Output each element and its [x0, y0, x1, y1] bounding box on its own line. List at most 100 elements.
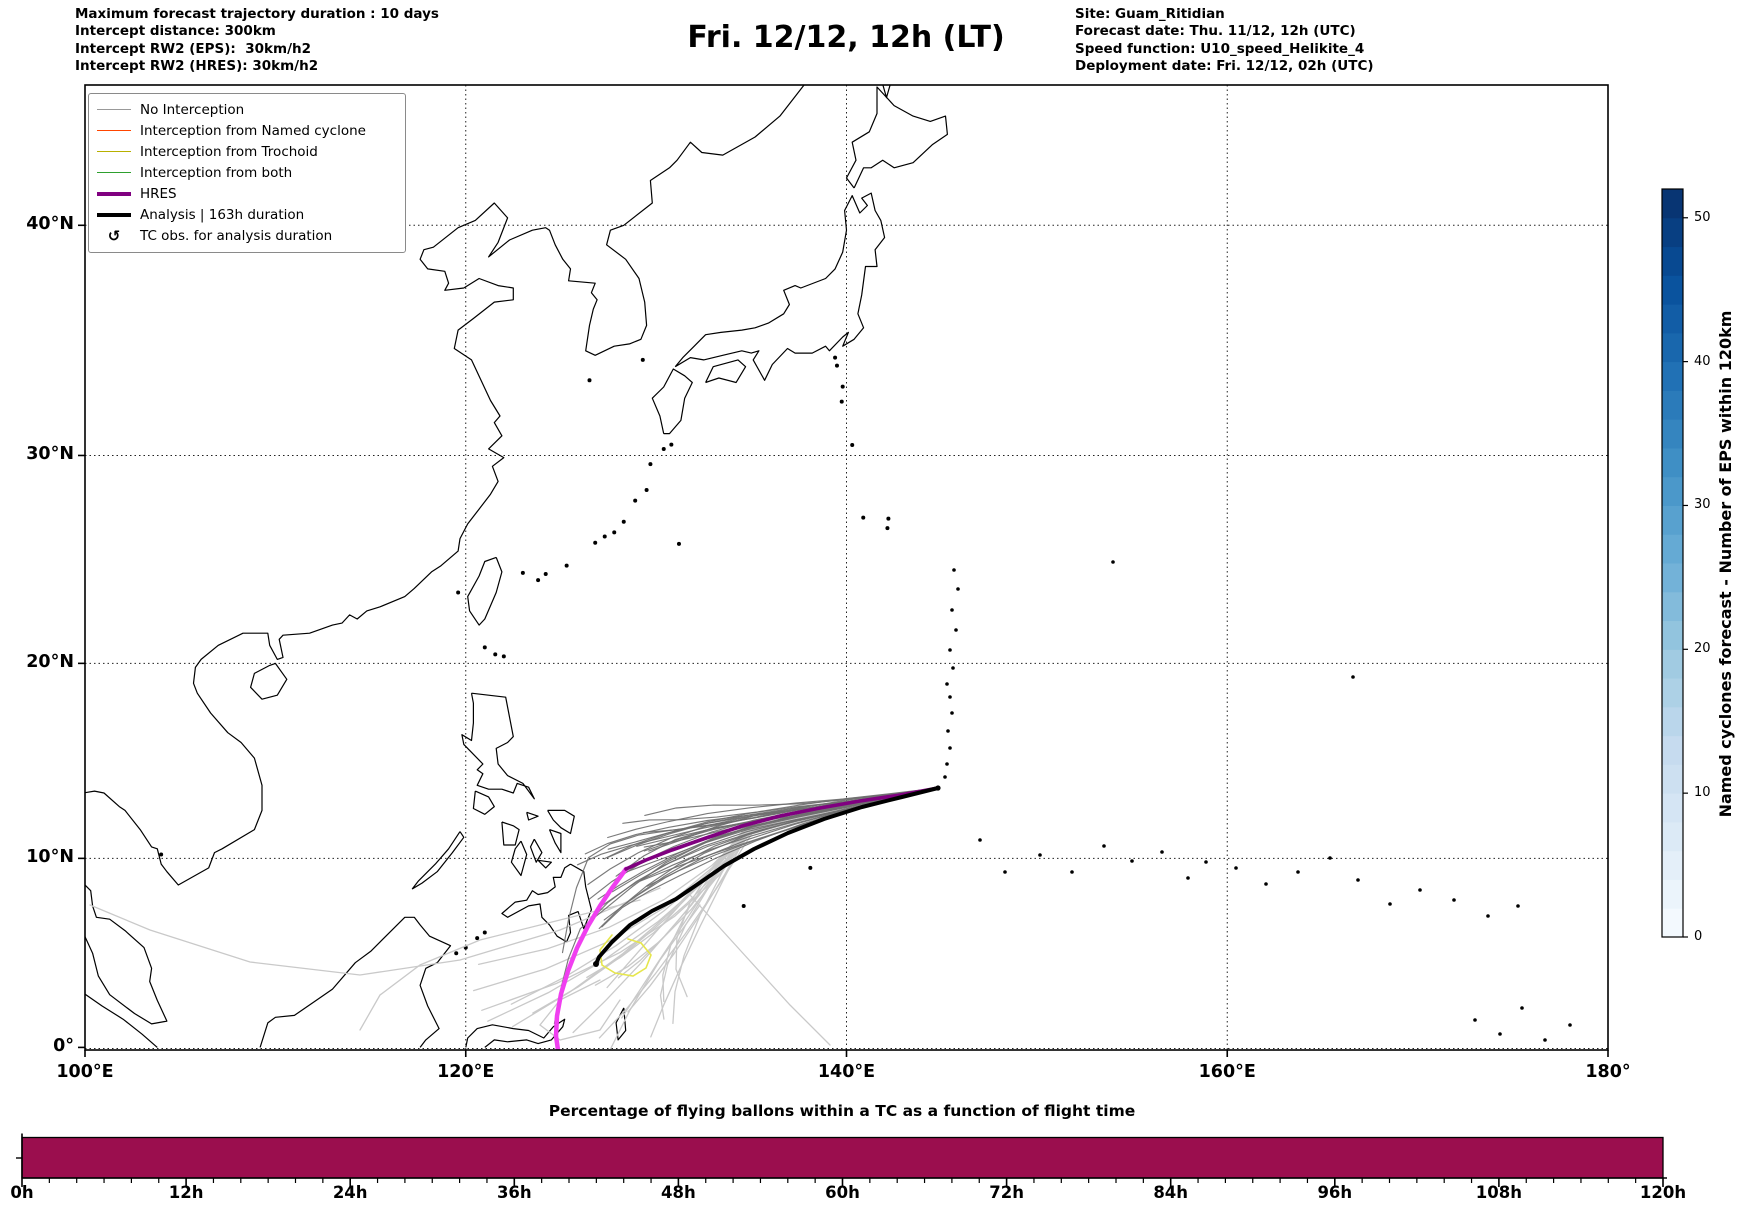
island-dot [543, 571, 548, 576]
colorbar-tick-label: 50 [1694, 209, 1711, 225]
coastline [259, 916, 452, 1048]
legend-item-label: No Interception [140, 101, 245, 118]
island-dot [1234, 866, 1238, 870]
forecast-settings-block: Maximum forecast trajectory duration : 1… [75, 6, 439, 76]
legend-line [97, 129, 131, 132]
trajectory-ensemble [622, 787, 939, 824]
colorbar-segment [1662, 419, 1683, 449]
island-dot [978, 838, 982, 842]
bar-x-tick-label: 120h [1639, 1183, 1687, 1202]
page-title: Fri. 12/12, 12h (LT) [687, 20, 1005, 55]
island-dot [1160, 850, 1164, 854]
island-dot [676, 541, 681, 546]
trajectory-no-interception [539, 979, 621, 1041]
bar-x-tick-label: 84h [1153, 1183, 1189, 1202]
island-dot [1186, 876, 1190, 880]
trajectory-ensemble [642, 787, 939, 834]
island-dot [1473, 1018, 1477, 1022]
colorbar-tick-label: 0 [1694, 929, 1703, 944]
trajectory-analysis [594, 786, 940, 966]
colorbar-segment [1662, 764, 1683, 794]
island-dot [482, 645, 487, 650]
island-dot [633, 498, 638, 503]
forecast-settings-line: Intercept RW2 (EPS): 30km/h2 [75, 40, 311, 57]
coastline [465, 1018, 566, 1048]
trajectory-ensemble [584, 787, 939, 926]
forecast-settings-line: Intercept RW2 (HRES): 30km/h2 [75, 58, 319, 75]
coastline [845, 86, 948, 189]
island-dot [456, 590, 461, 595]
bar-x-tick-label: 108h [1475, 1183, 1522, 1202]
island-dot [1102, 844, 1106, 848]
x-tick-label: 160°E [1198, 1062, 1256, 1082]
island-dot [159, 852, 164, 857]
trajectory-no-interception [89, 887, 661, 976]
island-dot [1111, 560, 1115, 564]
island-dot [1204, 860, 1208, 864]
x-tick-label: 140°E [817, 1062, 876, 1082]
colorbar-segment [1662, 447, 1683, 478]
island-dot [587, 378, 592, 383]
legend-line [97, 150, 131, 153]
bar-x-tick-label: 36h [496, 1183, 532, 1202]
trajectory-no-interception [487, 787, 939, 1022]
colorbar-segment [1662, 534, 1683, 564]
colorbar-segment [1662, 476, 1683, 506]
legend-item-label: Interception from Trochoid [140, 143, 318, 160]
legend-item: Interception from Trochoid [97, 141, 397, 162]
island-dot [612, 530, 617, 535]
site-info-line: Speed function: U10_speed_Helikite_4 [1075, 40, 1365, 57]
island-dot [669, 442, 674, 447]
cyclone-symbol-icon: ↺ [107, 226, 121, 245]
coastline [548, 829, 562, 854]
island-dot [861, 515, 866, 520]
coastline [529, 838, 543, 863]
bar-x-tick-label: 72h [989, 1183, 1024, 1202]
island-dot [501, 654, 506, 659]
coastline [510, 840, 528, 877]
colorbar-segment [1662, 189, 1683, 219]
analysis-endpoint [593, 961, 599, 967]
legend-line [97, 108, 131, 111]
coastline [501, 863, 592, 943]
island-dot [954, 628, 958, 632]
coastline [461, 692, 535, 800]
trajectory-hres [624, 786, 940, 871]
coastline [472, 790, 495, 815]
bar-x-tick-label: 24h [332, 1183, 368, 1202]
island-dot [661, 446, 666, 451]
island-dot [482, 930, 487, 935]
legend-item: Interception from both [97, 162, 397, 183]
colorbar-segment [1662, 735, 1683, 765]
island-dot [1388, 902, 1392, 906]
island-dot [948, 695, 952, 699]
island-dot [536, 578, 541, 583]
legend-line-swatch [97, 108, 131, 111]
legend-line [97, 171, 131, 174]
trajectory-ensemble [603, 787, 939, 921]
y-tick-label: 40°N [26, 214, 74, 235]
legend-line [97, 191, 131, 196]
colorbar-label: Named cyclones forecast - Number of EPS … [1716, 310, 1735, 818]
island-dot [1543, 1038, 1547, 1042]
coastline [85, 884, 168, 1025]
colorbar-segment [1662, 821, 1683, 852]
coastline [705, 359, 747, 384]
island-dot [956, 587, 960, 591]
colorbar-frame [1661, 188, 1684, 938]
colorbar-segment [1662, 591, 1683, 622]
colorbar-tick-label: 10 [1694, 785, 1711, 801]
island-dot [1516, 904, 1520, 908]
island-dot [520, 570, 525, 575]
island-dot [950, 711, 954, 715]
colorbar-segment [1662, 246, 1683, 276]
legend-item-label: TC obs. for analysis duration [140, 227, 333, 244]
island-dot [1296, 870, 1300, 874]
island-dot [951, 666, 955, 670]
legend-line [97, 212, 131, 217]
site-info-line: Site: Guam_Ritidian [1075, 6, 1225, 22]
colorbar-tick-label: 20 [1694, 641, 1711, 657]
island-dot [1452, 898, 1456, 902]
colorbar-segment [1662, 217, 1683, 248]
